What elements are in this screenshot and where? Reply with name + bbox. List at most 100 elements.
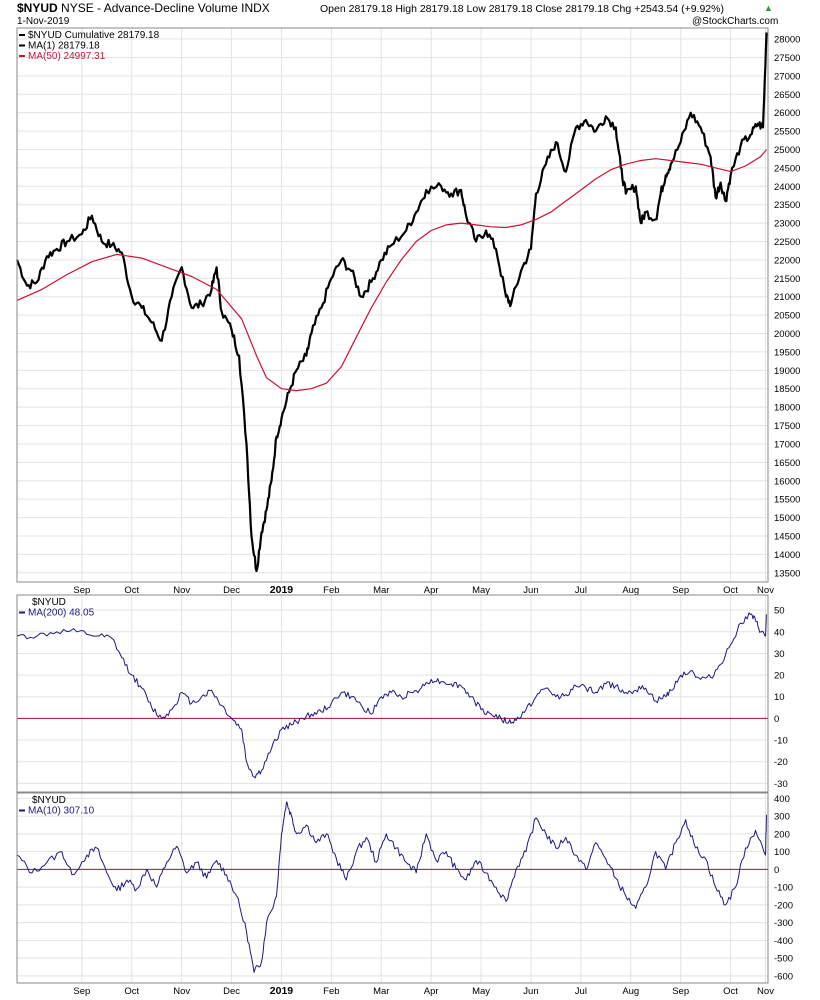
panel-frame xyxy=(16,27,769,583)
y-tick-label: 100 xyxy=(774,847,790,858)
y-tick-label: 13500 xyxy=(774,568,800,579)
panel-price: 13500 14000 14500 15000 15500 16000 16500 17000… xyxy=(15,27,800,596)
y-tick-label: -10 xyxy=(774,736,788,747)
up-arrow-icon: ▲ xyxy=(764,3,773,13)
y-tick-label: -100 xyxy=(774,883,793,894)
x-tick-label: Oct xyxy=(124,986,139,997)
y-tick-label: 24500 xyxy=(774,163,800,174)
y-tick-label: 50 xyxy=(774,606,785,617)
x-tick-label: Nov xyxy=(757,986,774,997)
y-tick-label: 15000 xyxy=(774,513,800,524)
x-tick-label: Sep xyxy=(73,585,90,596)
x-tick-label: Mar xyxy=(373,585,389,596)
x-tick-label: Aug xyxy=(622,585,639,596)
symbol: $NYUD xyxy=(17,1,58,15)
legend-entry: $NYUD xyxy=(32,795,66,806)
y-tick-label: 28000 xyxy=(774,35,800,46)
header-date: 1-Nov-2019 xyxy=(17,16,70,27)
x-tick-label: Nov xyxy=(173,585,190,596)
x-tick-label: Apr xyxy=(424,986,439,997)
y-tick-label: 0 xyxy=(774,865,779,876)
y-tick-label: -600 xyxy=(774,971,793,982)
y-tick-label: 22500 xyxy=(774,237,800,248)
x-tick-label: Oct xyxy=(723,585,738,596)
x-tick-label: Jul xyxy=(575,585,587,596)
x-tick-label: Sep xyxy=(672,986,689,997)
y-tick-label: 400 xyxy=(774,794,790,805)
legend-entry: MA(200) 48.05 xyxy=(28,608,95,619)
x-tick-label: Sep xyxy=(672,585,689,596)
y-tick-label: 14500 xyxy=(774,531,800,542)
x-tick-label: Oct xyxy=(124,585,139,596)
y-tick-label: 18000 xyxy=(774,403,800,414)
x-tick-label: 2019 xyxy=(270,985,294,997)
y-tick-label: 200 xyxy=(774,829,790,840)
series-line-ma-50-24997-31 xyxy=(16,149,767,392)
ohlc-readout: Open 28179.18 High 28179.18 Low 28179.18… xyxy=(320,3,724,15)
y-tick-label: 24000 xyxy=(774,182,800,193)
y-tick-label: -200 xyxy=(774,900,793,911)
x-tick-label: Sep xyxy=(73,986,90,997)
y-tick-label: 21500 xyxy=(774,274,800,285)
y-tick-label: 14000 xyxy=(774,550,800,561)
y-tick-label: 20 xyxy=(774,671,785,682)
y-tick-label: 22000 xyxy=(774,255,800,266)
watermark: @StockCharts.com xyxy=(692,16,779,27)
legend-entry: MA(10) 307.10 xyxy=(28,806,95,817)
y-tick-label: 25000 xyxy=(774,145,800,156)
x-tick-label: Feb xyxy=(323,585,339,596)
legend-entry: $NYUD xyxy=(32,597,66,608)
y-tick-label: 26500 xyxy=(774,90,800,101)
y-tick-label: 40 xyxy=(774,627,785,638)
y-tick-label: 27000 xyxy=(774,71,800,82)
x-tick-label: Jun xyxy=(523,585,538,596)
x-tick-label: 2019 xyxy=(270,584,294,596)
x-tick-label: Feb xyxy=(323,986,339,997)
y-tick-label: -20 xyxy=(774,757,788,768)
series-line-ma-10-307-10 xyxy=(16,801,767,973)
y-tick-label: 17000 xyxy=(774,439,800,450)
panel-frame xyxy=(16,792,769,984)
x-tick-label: Nov xyxy=(757,585,774,596)
legend-entry: $NYUD Cumulative 28179.18 xyxy=(28,30,160,41)
y-tick-label: 25500 xyxy=(774,127,800,138)
y-tick-label: 16500 xyxy=(774,458,800,469)
panel-oscillator-10: -600 -500 -400 -300 -200 -100 0 100 200 300 400 $NY… xyxy=(16,792,793,997)
x-tick-label: Oct xyxy=(723,986,738,997)
y-tick-label: 26000 xyxy=(774,108,800,119)
x-tick-label: Dec xyxy=(223,585,240,596)
x-tick-label: May xyxy=(472,986,490,997)
x-tick-label: Jun xyxy=(523,986,538,997)
x-tick-label: Apr xyxy=(424,585,439,596)
y-tick-label: 19000 xyxy=(774,366,800,377)
y-tick-label: 23500 xyxy=(774,200,800,211)
y-tick-label: 19500 xyxy=(774,347,800,358)
series-line-ma-200-48-05 xyxy=(16,612,767,779)
y-tick-label: 300 xyxy=(774,812,790,823)
y-tick-label: 23000 xyxy=(774,219,800,230)
y-tick-label: -300 xyxy=(774,918,793,929)
y-tick-label: 20500 xyxy=(774,311,800,322)
y-tick-label: 0 xyxy=(774,714,779,725)
y-tick-label: -30 xyxy=(774,779,788,790)
y-tick-label: 27500 xyxy=(774,53,800,64)
x-tick-label: Dec xyxy=(223,986,240,997)
y-tick-label: 18500 xyxy=(774,384,800,395)
y-tick-label: 17500 xyxy=(774,421,800,432)
legend-entry: MA(50) 24997.31 xyxy=(28,51,106,62)
y-tick-label: -500 xyxy=(774,954,793,965)
y-tick-label: -400 xyxy=(774,936,793,947)
y-tick-label: 20000 xyxy=(774,329,800,340)
chart-header-title: $NYUD NYSE - Advance-Decline Volume INDX xyxy=(17,1,270,15)
x-tick-label: May xyxy=(472,585,490,596)
x-tick-label: Aug xyxy=(622,986,639,997)
x-tick-label: Jul xyxy=(575,986,587,997)
y-tick-label: 21000 xyxy=(774,292,800,303)
x-tick-label: Nov xyxy=(173,986,190,997)
y-tick-label: 30 xyxy=(774,649,785,660)
y-tick-label: 10 xyxy=(774,692,785,703)
description: NYSE - Advance-Decline Volume INDX xyxy=(61,1,270,15)
y-tick-label: 16000 xyxy=(774,476,800,487)
